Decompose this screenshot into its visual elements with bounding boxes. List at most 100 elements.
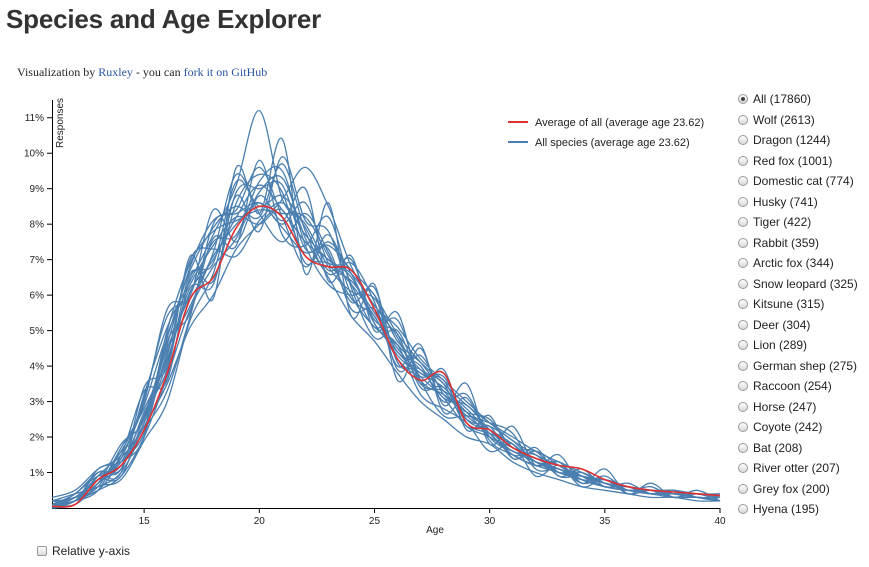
x-tick-label: 15 — [139, 516, 151, 527]
species-radio[interactable] — [738, 401, 748, 412]
species-option[interactable]: Hyena (195) — [738, 499, 858, 520]
species-option-label: Wolf (2613) — [753, 112, 815, 127]
species-series-line — [51, 201, 721, 506]
species-radio[interactable] — [738, 442, 748, 453]
species-option[interactable]: Grey fox (200) — [738, 479, 858, 500]
species-radio[interactable] — [738, 381, 748, 392]
github-fork-link[interactable]: fork it on GitHub — [183, 65, 268, 79]
author-link[interactable]: Ruxley — [98, 65, 133, 79]
legend-average-label: Average of all (average age 23.62) — [535, 117, 704, 129]
species-option[interactable]: Arctic fox (344) — [738, 253, 858, 274]
species-radio[interactable] — [738, 237, 748, 248]
species-series-line — [51, 186, 721, 504]
species-radio[interactable] — [738, 258, 748, 269]
relative-y-axis-label: Relative y-axis — [52, 544, 131, 558]
age-distribution-chart: Responses 1% 2% 3% 4% 5% 6% 7% 8% 9% 10% 11% Age 1… — [24, 98, 726, 536]
species-option[interactable]: All (17860) — [738, 89, 858, 110]
y-tick-label: 5% — [30, 326, 45, 337]
species-option-label: Husky (741) — [753, 194, 818, 209]
species-option[interactable]: Dragon (1244) — [738, 130, 858, 151]
species-option-label: Dragon (1244) — [753, 133, 831, 148]
species-option-label: Arctic fox (344) — [753, 256, 834, 271]
species-option[interactable]: Red fox (1001) — [738, 151, 858, 172]
species-option[interactable]: Tiger (422) — [738, 212, 858, 233]
species-radio[interactable] — [738, 155, 748, 166]
y-axis-label: Responses — [55, 98, 66, 148]
species-radio[interactable] — [738, 196, 748, 207]
y-tick-label: 8% — [30, 220, 45, 231]
species-radio[interactable] — [738, 114, 748, 125]
species-radio[interactable] — [738, 176, 748, 187]
byline-prefix: Visualization by — [17, 65, 99, 79]
x-tick-label: 20 — [254, 516, 266, 527]
page-title: Species and Age Explorer — [6, 4, 322, 34]
species-option[interactable]: Wolf (2613) — [738, 110, 858, 131]
y-tick-label: 2% — [30, 433, 45, 444]
species-option[interactable]: Coyote (242) — [738, 417, 858, 438]
y-tick-label: 1% — [30, 468, 45, 479]
species-radio[interactable] — [738, 422, 748, 433]
species-option[interactable]: Deer (304) — [738, 315, 858, 336]
species-series-line — [51, 209, 721, 506]
average-line-group — [51, 205, 721, 508]
y-tick-label: 4% — [30, 362, 45, 373]
species-option[interactable]: German shep (275) — [738, 356, 858, 377]
species-option[interactable]: Snow leopard (325) — [738, 274, 858, 295]
species-option[interactable]: Kitsune (315) — [738, 294, 858, 315]
species-option-label: Lion (289) — [753, 338, 808, 353]
species-option-label: German shep (275) — [753, 358, 858, 373]
species-option-label: Coyote (242) — [753, 420, 823, 435]
species-lines — [51, 109, 721, 509]
x-axis-label: Age — [426, 525, 444, 536]
species-series-line — [51, 180, 721, 509]
species-option[interactable]: Husky (741) — [738, 192, 858, 213]
y-tick-label: 6% — [30, 291, 45, 302]
species-series-line — [51, 137, 721, 509]
species-radio[interactable] — [738, 135, 748, 146]
species-series-line — [51, 201, 721, 506]
species-option-label: Kitsune (315) — [753, 297, 825, 312]
species-option[interactable]: Horse (247) — [738, 397, 858, 418]
species-radio[interactable] — [738, 360, 748, 371]
species-radio[interactable] — [738, 299, 748, 310]
species-option[interactable]: Lion (289) — [738, 335, 858, 356]
species-radio[interactable] — [738, 340, 748, 351]
species-radio[interactable] — [738, 319, 748, 330]
y-axis: Responses 1% 2% 3% 4% 5% 6% 7% 8% 9% 10% 11% — [24, 98, 66, 508]
species-option-label: Hyena (195) — [753, 502, 820, 517]
relative-y-axis-toggle[interactable]: Relative y-axis — [37, 544, 130, 558]
species-option[interactable]: Raccoon (254) — [738, 376, 858, 397]
species-radio[interactable] — [738, 463, 748, 474]
species-option[interactable]: Domestic cat (774) — [738, 171, 858, 192]
species-series-line — [51, 201, 721, 502]
species-series-line — [51, 175, 721, 509]
species-option-label: Domestic cat (774) — [753, 174, 854, 189]
species-radio[interactable] — [738, 278, 748, 289]
species-option-label: Horse (247) — [753, 399, 817, 414]
species-option-label: Bat (208) — [753, 440, 803, 455]
species-option[interactable]: Rabbit (359) — [738, 233, 858, 254]
species-radio[interactable] — [738, 94, 748, 105]
species-radio[interactable] — [738, 483, 748, 494]
species-series-line — [51, 109, 721, 506]
legend: Average of all (average age 23.62) All s… — [508, 117, 704, 149]
y-tick-label: 9% — [30, 184, 45, 195]
species-series-line — [51, 179, 721, 507]
species-option[interactable]: River otter (207) — [738, 458, 858, 479]
legend-species-label: All species (average age 23.62) — [535, 137, 690, 149]
species-series-line — [51, 184, 721, 506]
byline-middle: - you can — [132, 65, 184, 79]
species-option-label: Rabbit (359) — [753, 235, 820, 250]
species-series-line — [51, 166, 721, 509]
relative-y-axis-checkbox[interactable] — [37, 546, 47, 556]
species-option[interactable]: Bat (208) — [738, 438, 858, 459]
x-axis: Age 15 20 25 30 35 40 — [52, 508, 726, 536]
species-option-label: Tiger (422) — [753, 215, 812, 230]
y-tick-label: 3% — [30, 397, 45, 408]
species-option-label: Grey fox (200) — [753, 481, 830, 496]
species-radio[interactable] — [738, 504, 748, 515]
species-radio[interactable] — [738, 217, 748, 228]
species-option-label: Red fox (1001) — [753, 153, 833, 168]
y-tick-label: 7% — [30, 255, 45, 266]
y-tick-label: 11% — [25, 113, 44, 124]
